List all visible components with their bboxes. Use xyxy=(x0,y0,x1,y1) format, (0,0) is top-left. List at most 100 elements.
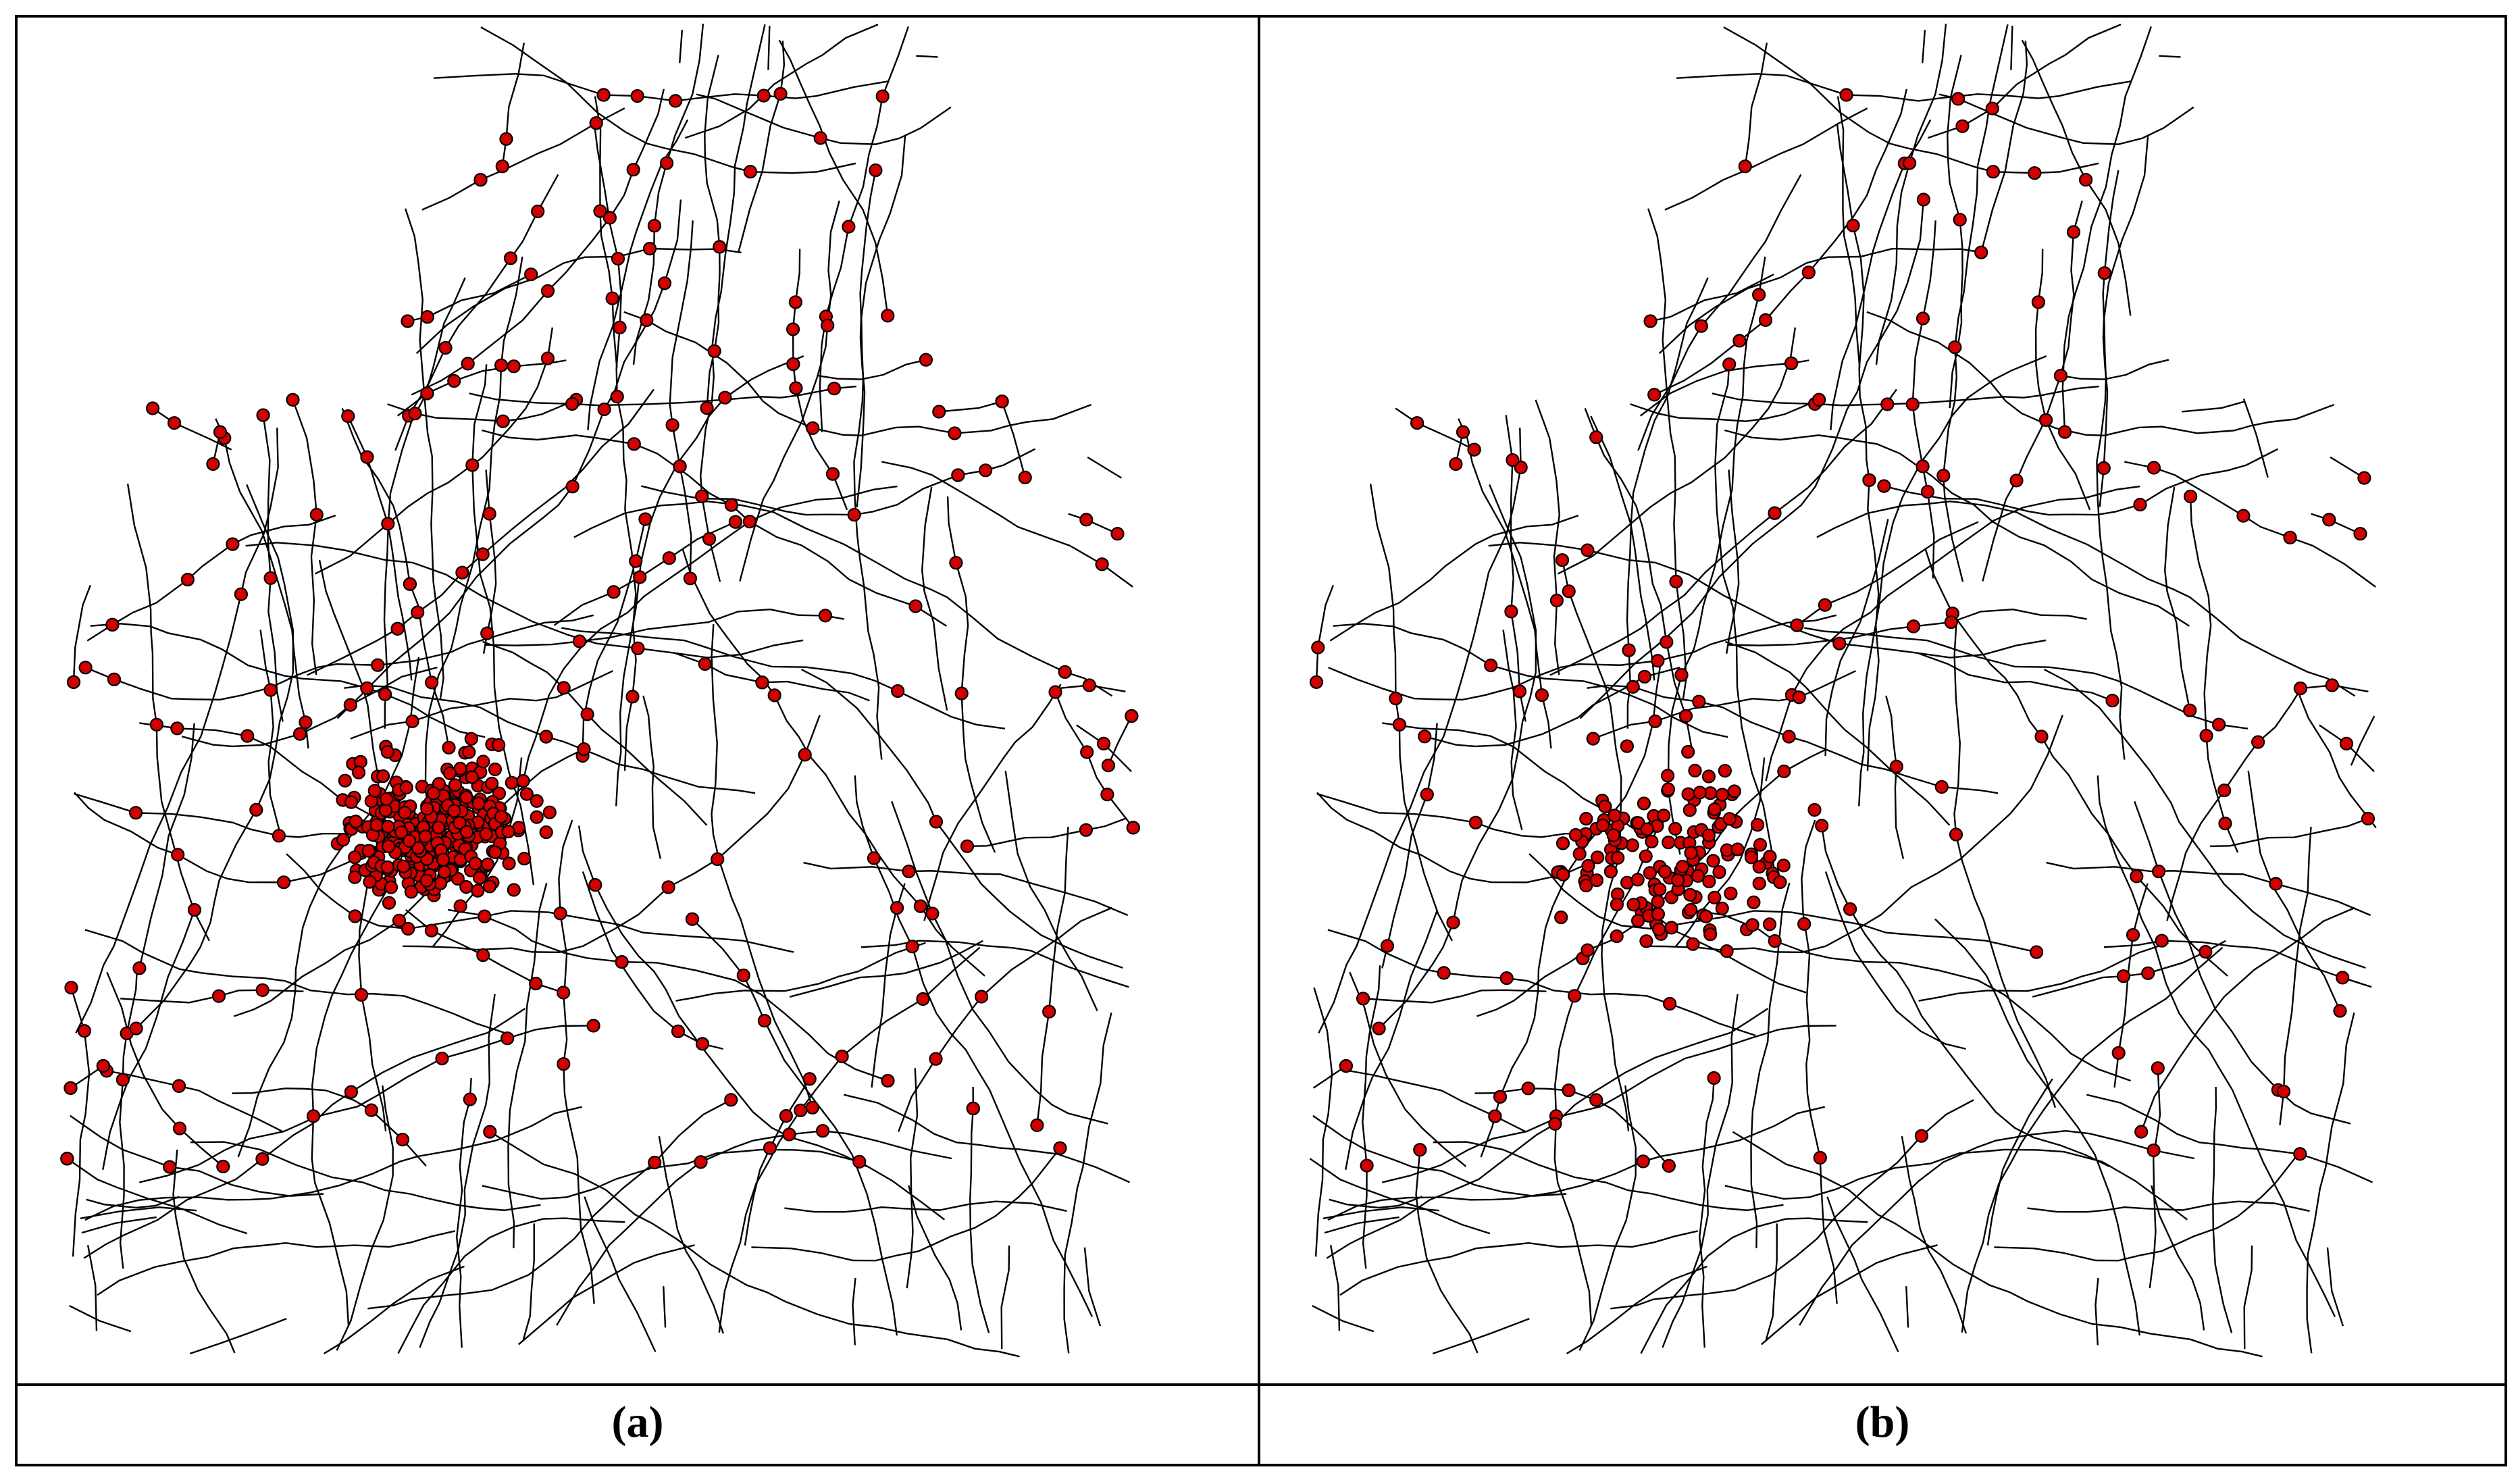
panel-label: (b) xyxy=(1855,1398,1910,1447)
station-dot xyxy=(925,906,940,921)
road xyxy=(432,757,523,948)
station-dot xyxy=(671,1024,686,1039)
station-dot xyxy=(1622,643,1636,657)
station-dot xyxy=(240,729,255,743)
station-dot xyxy=(168,416,182,430)
station-dot xyxy=(1662,1158,1676,1173)
station-dot xyxy=(978,463,993,478)
station-dot xyxy=(172,1121,187,1135)
road xyxy=(1918,942,2169,1002)
station-dot xyxy=(580,707,594,721)
station-dot xyxy=(1903,156,1917,170)
road xyxy=(1953,623,2057,1108)
station-dot xyxy=(482,507,496,521)
station-dot xyxy=(2105,694,2119,708)
road xyxy=(482,469,497,654)
station-dot xyxy=(483,1125,497,1139)
road xyxy=(81,1216,157,1234)
road xyxy=(1329,1196,1422,1209)
station-dot xyxy=(424,923,439,938)
station-dot xyxy=(129,806,143,820)
station-dot xyxy=(908,599,923,613)
station-dot xyxy=(2031,295,2045,309)
station-dot xyxy=(476,754,490,769)
station-dot xyxy=(1620,739,1634,753)
road xyxy=(1918,653,2113,702)
road xyxy=(1725,640,1951,826)
road xyxy=(237,657,420,1158)
station-dot xyxy=(1681,744,1695,759)
station-dot xyxy=(485,776,499,791)
station-dot xyxy=(211,989,226,1003)
road xyxy=(1750,882,1791,1248)
station-dot xyxy=(1986,165,2000,179)
station-dot xyxy=(255,1152,269,1166)
station-dot xyxy=(1684,902,1698,917)
road xyxy=(1824,871,1966,1050)
station-dot xyxy=(1535,688,1549,702)
station-dot xyxy=(1506,453,1520,467)
station-dot xyxy=(411,841,426,855)
station-dot xyxy=(299,715,313,730)
station-dot xyxy=(2184,489,2198,504)
station-dot xyxy=(495,159,509,174)
station-dot xyxy=(1581,859,1595,873)
station-dot xyxy=(1651,907,1665,921)
station-dot xyxy=(1877,479,1891,493)
station-dot xyxy=(743,165,758,179)
station-dot xyxy=(640,313,654,328)
station-dot xyxy=(1920,484,1934,499)
map-panel xyxy=(1309,24,2377,1358)
road xyxy=(84,929,513,1037)
station-dot xyxy=(1694,319,1708,333)
station-dot xyxy=(420,310,434,324)
station-dot xyxy=(948,426,962,440)
station-dot xyxy=(1339,1058,1354,1073)
station-dot xyxy=(1484,658,1498,673)
station-dot xyxy=(657,276,672,290)
station-dot xyxy=(2147,461,2161,475)
station-dot xyxy=(1589,1093,1603,1107)
road xyxy=(1313,987,1333,1257)
station-dot xyxy=(401,314,415,328)
station-dot xyxy=(1080,745,1094,759)
road xyxy=(403,715,821,954)
road xyxy=(75,428,279,1033)
station-dot xyxy=(1916,459,1930,474)
road xyxy=(1054,692,1134,829)
station-dot xyxy=(929,815,944,829)
station-dot xyxy=(2111,1046,2126,1060)
station-dot xyxy=(206,457,220,471)
station-dot xyxy=(821,318,835,332)
station-dot xyxy=(1568,989,1582,1003)
station-dot xyxy=(1948,340,1962,355)
station-dot xyxy=(2097,266,2111,280)
station-dot xyxy=(1839,88,1853,102)
road xyxy=(126,483,210,942)
station-dot xyxy=(589,116,603,130)
station-dot xyxy=(371,658,385,672)
station-dot xyxy=(786,322,800,336)
road xyxy=(844,1094,1131,1183)
station-dot xyxy=(465,458,480,472)
station-dot xyxy=(631,641,645,655)
station-dot xyxy=(1651,894,1665,909)
station-dot xyxy=(1951,92,1965,106)
map-panel xyxy=(60,24,1140,1358)
outer-border xyxy=(15,15,2507,1466)
station-dot xyxy=(1079,823,1094,837)
road xyxy=(1662,994,1739,1348)
station-dot xyxy=(1702,874,1716,889)
road xyxy=(669,220,694,579)
station-dot xyxy=(1955,119,1970,133)
road xyxy=(86,515,336,642)
station-dot xyxy=(531,204,545,219)
station-dot xyxy=(1744,850,1759,865)
station-dot xyxy=(1916,311,1930,326)
road xyxy=(507,882,548,1248)
station-dot xyxy=(349,814,363,829)
road xyxy=(663,1286,667,1328)
station-dot xyxy=(1784,356,1799,370)
station-dot xyxy=(1626,898,1641,912)
road xyxy=(852,1277,856,1346)
